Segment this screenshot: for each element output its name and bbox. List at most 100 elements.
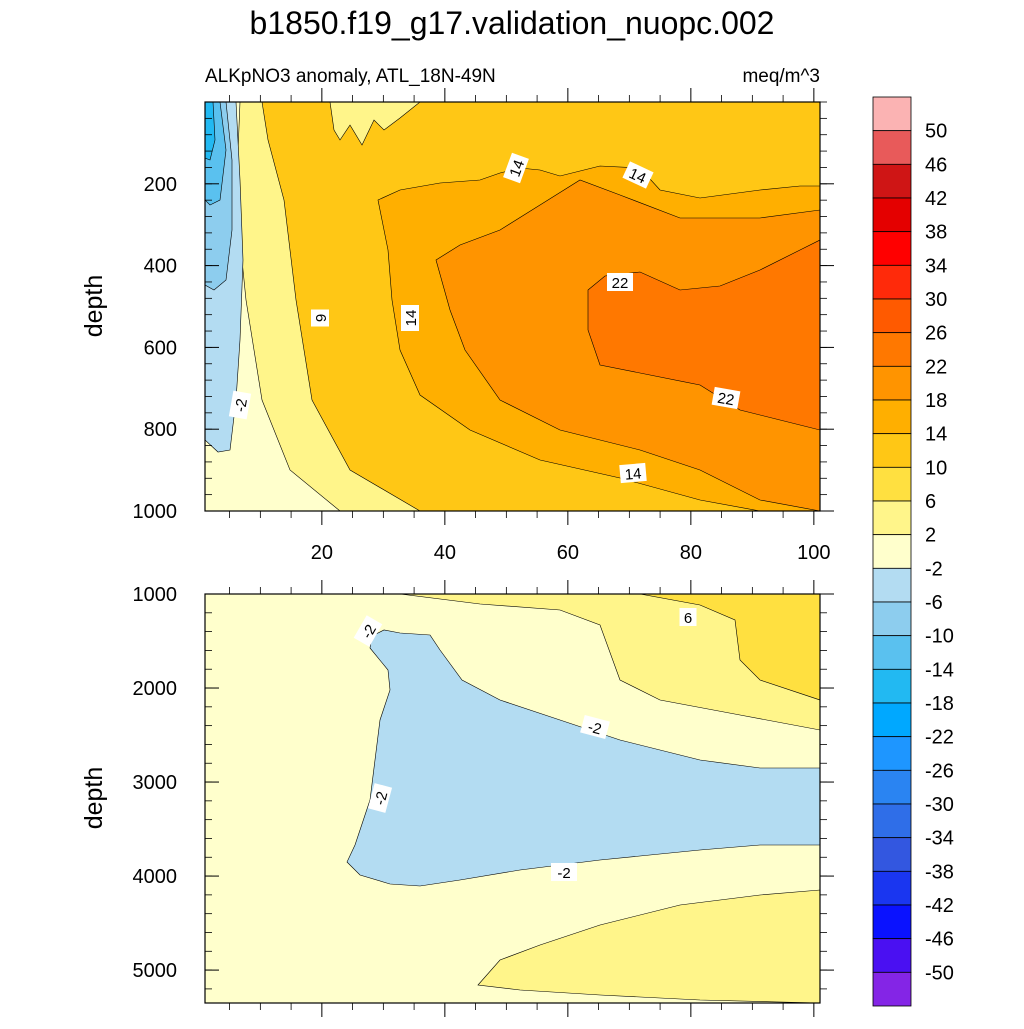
colorbar-box — [872, 769, 912, 805]
fill-level-6to10-lower — [639, 594, 820, 701]
contour-label: -2 — [367, 783, 393, 813]
y-tick-label: 400 — [144, 256, 177, 278]
lower-y-axis: 1000 2000 3000 4000 5000 — [133, 584, 834, 990]
colorbar-label: -26 — [925, 760, 954, 782]
subtitle-left: ALKpNO3 anomaly, ATL_18N-49N — [205, 66, 496, 87]
colorbar-label: 42 — [925, 188, 947, 210]
y-tick-label: 200 — [144, 174, 177, 196]
colorbar-box — [872, 736, 912, 771]
colorbar-box — [872, 601, 912, 637]
contour-label: 14 — [503, 152, 529, 184]
colorbar-box — [872, 534, 912, 569]
colorbar-label: -38 — [925, 861, 954, 883]
colorbar-box — [872, 567, 912, 603]
x-tick-label: 60 — [557, 542, 579, 564]
fill-level-2to6-top — [329, 102, 421, 146]
y-tick-label: 800 — [144, 419, 177, 441]
colorbar-box — [872, 668, 912, 704]
y-tick-label: 1000 — [133, 584, 178, 606]
fill-level-neg6toneg2-lower — [346, 629, 820, 887]
fill-level-neg14toneg10 — [205, 102, 216, 161]
upper-y-axis-label: depth — [80, 275, 108, 338]
colorbar-label: -50 — [925, 962, 954, 984]
colorbar-box — [872, 635, 912, 670]
y-tick-label: 3000 — [133, 772, 178, 794]
contour-label: 22 — [711, 386, 741, 410]
colorbar-box — [872, 332, 912, 367]
svg-text:9: 9 — [313, 314, 330, 322]
colorbar-box — [872, 803, 912, 839]
lower-x-axis — [229, 580, 815, 1017]
upper-y-axis: 200 400 600 800 1000 — [133, 101, 834, 523]
y-tick-label: 5000 — [133, 960, 178, 982]
colorbar-box — [872, 837, 912, 872]
lower-plot-frame — [204, 593, 821, 1004]
y-tick-label: 4000 — [133, 866, 178, 888]
contour-label: -2 — [551, 863, 577, 882]
y-tick-label: 1000 — [133, 501, 178, 523]
colorbar-label: -34 — [925, 828, 954, 850]
colorbar-label: -6 — [925, 592, 943, 614]
colorbar-label: 10 — [925, 457, 947, 479]
colorbar-label: 50 — [925, 121, 947, 143]
colorbar-box — [872, 971, 912, 1007]
contour-label: 14 — [401, 305, 420, 331]
svg-text:14: 14 — [626, 165, 648, 187]
x-tick-label: 80 — [680, 542, 702, 564]
colorbar-box — [872, 130, 912, 165]
colorbar-label: 34 — [925, 255, 947, 277]
svg-text:-2: -2 — [232, 397, 251, 413]
svg-text:14: 14 — [403, 310, 420, 327]
contour-label: 14 — [619, 462, 647, 484]
upper-x-axis: 20 40 60 80 100 — [229, 88, 831, 564]
contour-label: -2 — [353, 615, 383, 647]
colorbar-label: -46 — [925, 929, 954, 951]
colorbar-box — [872, 500, 912, 536]
contour-label: 6 — [679, 608, 697, 627]
colorbar-box — [872, 163, 912, 199]
colorbar-label: 46 — [925, 154, 947, 176]
colorbar-box — [872, 870, 912, 906]
y-tick-label: 2000 — [133, 678, 178, 700]
colorbar-label: -30 — [925, 794, 954, 816]
x-tick-label: 20 — [311, 542, 333, 564]
contour-label: -2 — [228, 390, 252, 420]
colorbar-box — [872, 466, 912, 502]
colorbar-label: 38 — [925, 222, 947, 244]
svg-text:14: 14 — [507, 158, 529, 179]
contour-label: 14 — [622, 161, 654, 189]
lower-y-axis-label: depth — [80, 767, 108, 830]
colorbar-label: 14 — [925, 424, 947, 446]
contour-label: 22 — [607, 273, 633, 292]
colorbar-label: 6 — [925, 491, 936, 513]
colorbar-box — [872, 433, 912, 468]
svg-text:6: 6 — [684, 610, 692, 627]
colorbar-box — [872, 264, 912, 300]
colorbar-label: 2 — [925, 525, 936, 547]
lower-contour-labels: -2 6 -2 -2 -2 — [353, 608, 697, 882]
svg-text:22: 22 — [716, 390, 735, 410]
fill-level-2to6-lower — [399, 594, 820, 731]
colorbar-box — [872, 231, 912, 266]
colorbar-label: 18 — [925, 390, 947, 412]
colorbar-label: -18 — [925, 693, 954, 715]
colorbar-box — [872, 298, 912, 334]
upper-contour-labels: 14 14 22 9 14 22 -2 14 — [228, 152, 741, 484]
colorbar-label: 26 — [925, 323, 947, 345]
colorbar-box — [872, 96, 912, 132]
subtitle-right: meq/m^3 — [742, 66, 820, 87]
x-tick-label: 100 — [797, 542, 830, 564]
svg-text:-2: -2 — [586, 719, 603, 739]
contour-label: -2 — [580, 714, 610, 740]
x-tick-label: 40 — [434, 542, 456, 564]
colorbar-box — [872, 904, 912, 940]
colorbar-box — [872, 365, 912, 401]
colorbar-box — [872, 399, 912, 435]
colorbar-label: -10 — [925, 626, 954, 648]
colorbar-label: 22 — [925, 356, 947, 378]
colorbar: 50 46 42 38 34 30 26 22 18 14 10 6 2 -2 -6 -10 -14 -18 -22… — [872, 96, 954, 1007]
fill-level-22to26 — [587, 239, 820, 431]
colorbar-label: 30 — [925, 289, 947, 311]
